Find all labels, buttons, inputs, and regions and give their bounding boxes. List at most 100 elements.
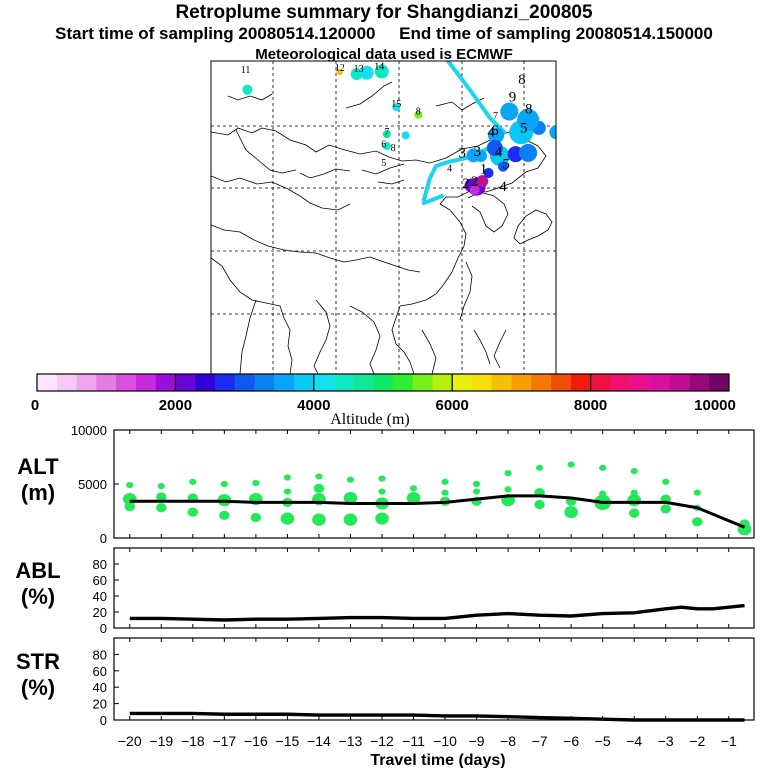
y-tick-label: 20 <box>93 605 107 620</box>
y-tick-label: 80 <box>93 557 107 572</box>
end-time: End time of sampling 20080514.150000 <box>399 24 713 43</box>
map-label: 1 <box>480 162 488 178</box>
x-tick-label: −14 <box>307 733 331 749</box>
trajectory-marker <box>483 167 494 178</box>
map-label: 10 <box>558 99 568 110</box>
trajectory-marker <box>359 65 374 80</box>
map-label: 6 <box>381 139 386 150</box>
trajectory-marker <box>549 125 556 140</box>
trajectory-marker <box>517 108 540 131</box>
colorbar-cell <box>175 374 196 391</box>
trajectory-marker <box>414 110 423 119</box>
alt-point <box>219 510 230 520</box>
alt-point <box>564 505 578 519</box>
trajectory-marker <box>382 142 391 151</box>
colorbar-cell <box>471 374 493 391</box>
colorbar-tick-label: 0 <box>31 397 39 414</box>
x-tick-label: −6 <box>563 733 579 749</box>
x-tick-label: −7 <box>532 733 548 749</box>
y-tick-label: 0 <box>100 713 107 728</box>
x-tick-labels: −20 −19 −18 −17 −16 −15 −14 −13 −12 −11 −10 −9 −8 −7−… <box>118 733 737 749</box>
map-label: 3 <box>458 145 466 161</box>
alt-point <box>441 489 449 496</box>
colorbar-cell <box>432 374 453 391</box>
y-tick-label: 20 <box>93 697 107 712</box>
colorbar-cell <box>709 374 730 391</box>
colorbar-cell <box>274 374 295 391</box>
map-label: 2 <box>462 176 470 192</box>
colorbar-cell <box>116 374 137 391</box>
alt-point <box>313 483 325 493</box>
colorbar-cell <box>570 374 591 391</box>
alt-point <box>156 492 167 502</box>
panel-ylabel: (%) <box>21 584 55 609</box>
alt-point <box>375 512 389 525</box>
coastlines-borders <box>211 81 553 374</box>
x-tick-label: −5 <box>595 733 611 749</box>
trajectory-marker <box>382 130 391 139</box>
x-tick-label: −11 <box>402 733 425 749</box>
map-label: 4 <box>495 145 503 161</box>
colorbar-cell <box>412 374 433 391</box>
alt-point <box>409 485 418 492</box>
x-tick-label: −10 <box>433 733 457 749</box>
alt-point <box>627 494 641 507</box>
colorbar-cell <box>590 374 611 391</box>
alt-point <box>662 478 670 485</box>
alt-point <box>534 499 545 510</box>
map-label: 4 <box>499 179 507 195</box>
colorbar-cell <box>373 374 394 391</box>
y-tick-label: 40 <box>93 589 107 604</box>
map-label: 5 <box>502 157 510 173</box>
panel-frame <box>113 637 755 721</box>
panel-alt: ALT(m) 10000 5000 0 <box>17 423 755 546</box>
colorbar-cell <box>195 374 216 391</box>
colorbar-cell <box>96 374 117 391</box>
alt-point <box>343 491 358 505</box>
trajectory-marker <box>466 148 481 163</box>
y-tick-label: 60 <box>93 573 107 588</box>
trajectory-marker <box>336 69 343 76</box>
x-tick-label: −12 <box>370 733 394 749</box>
map-label: 8 <box>416 107 421 118</box>
map-label: 4 <box>447 164 452 175</box>
trajectory-marker <box>500 102 519 121</box>
map-label: 9 <box>509 90 517 106</box>
trajectory-markers <box>242 64 556 196</box>
alt-point <box>343 513 358 526</box>
colorbar-cell <box>214 374 236 391</box>
colorbar-label: Altitude (m) <box>330 411 410 428</box>
alt-point <box>156 503 167 513</box>
panel-ylabel: (%) <box>21 675 55 700</box>
panel-ylabel: (m) <box>21 480 55 505</box>
trajectory-marker <box>469 184 480 195</box>
alt-point <box>567 461 575 468</box>
map-label: 5 <box>520 120 528 136</box>
chart-title: Retroplume summary for Shangdianzi_20080… <box>175 2 593 23</box>
colorbar-tick-label: 10000 <box>694 397 736 414</box>
trajectory-marker <box>519 143 538 162</box>
colorbar-tick-label: 4000 <box>297 397 330 414</box>
x-tick-label: −18 <box>181 733 205 749</box>
map-label: 12 <box>335 63 345 74</box>
map-label: 4 <box>487 125 495 141</box>
abl-line <box>129 603 745 622</box>
colorbar-cell <box>37 374 58 391</box>
map-label: 8 <box>518 72 526 88</box>
alt-point <box>628 508 640 518</box>
colorbar-cell <box>511 374 532 391</box>
colorbar-tick-label: 8000 <box>574 397 607 414</box>
alt-point <box>126 481 134 489</box>
start-time: Start time of sampling 20080514.120000 <box>55 24 376 43</box>
map-label: 8 <box>391 143 396 154</box>
colorbar-cell <box>531 374 552 391</box>
colorbar-cell <box>313 374 334 391</box>
y-tick-label: 5000 <box>78 477 107 492</box>
alt-point <box>122 493 137 506</box>
alt-point <box>378 488 386 495</box>
colorbar-cell <box>669 374 690 391</box>
altitude-colorbar: 0 2000 4000 6000 8000 10000 Altitude (m) <box>31 373 736 428</box>
x-tick-label: −17 <box>212 733 236 749</box>
